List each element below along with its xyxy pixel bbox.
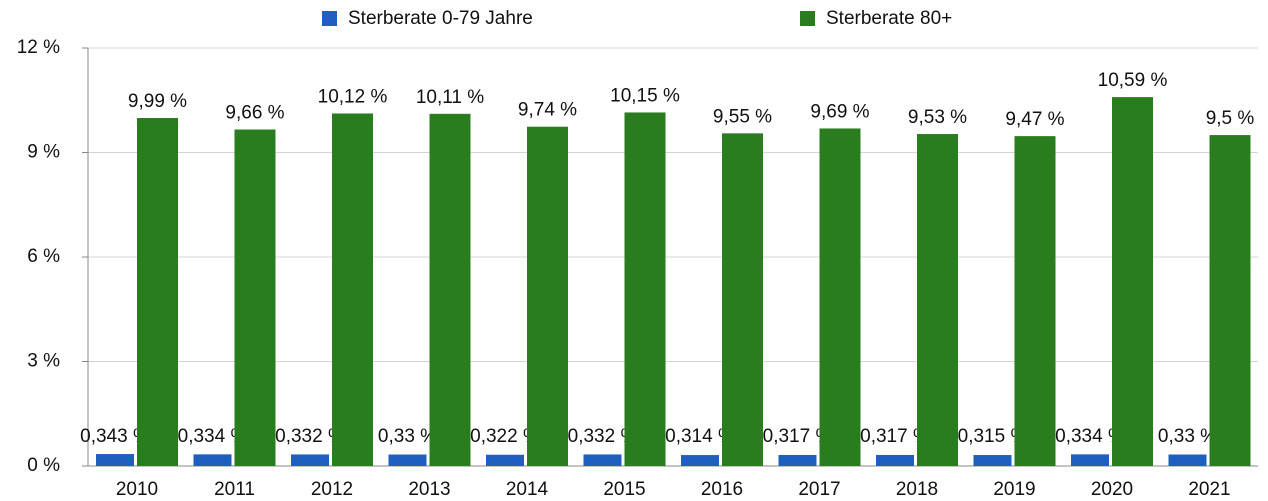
data-label: 9,5 % bbox=[1206, 108, 1255, 129]
data-label: 0,334 % bbox=[1055, 426, 1125, 447]
bar bbox=[486, 454, 524, 466]
bar bbox=[819, 128, 861, 466]
data-label: 9,47 % bbox=[1005, 109, 1064, 130]
bar bbox=[1168, 454, 1207, 466]
data-label: 0,334 % bbox=[178, 426, 248, 447]
data-label: 9,69 % bbox=[810, 101, 869, 122]
data-label: 0,322 % bbox=[470, 426, 540, 447]
bar bbox=[1014, 136, 1056, 466]
x-tick-label: 2020 bbox=[1091, 479, 1133, 500]
bar bbox=[429, 113, 471, 467]
data-label: 0,314 % bbox=[665, 426, 735, 447]
y-tick-label: 9 % bbox=[27, 142, 60, 163]
y-tick-label: 0 % bbox=[27, 455, 60, 476]
bar bbox=[332, 113, 373, 466]
x-tick-label: 2019 bbox=[993, 479, 1035, 500]
bar bbox=[583, 454, 622, 466]
bar bbox=[291, 454, 329, 466]
bar bbox=[234, 129, 276, 466]
data-label: 0,332 % bbox=[568, 426, 638, 447]
bar bbox=[1071, 454, 1109, 466]
data-label: 0,33 % bbox=[1158, 426, 1217, 447]
data-label: 0,332 % bbox=[275, 426, 345, 447]
data-label: 9,53 % bbox=[908, 107, 967, 128]
bar bbox=[388, 454, 427, 466]
y-tick-label: 12 % bbox=[17, 37, 60, 58]
data-label: 9,74 % bbox=[518, 100, 577, 121]
x-tick-label: 2021 bbox=[1188, 479, 1230, 500]
data-label: 9,66 % bbox=[225, 103, 284, 124]
x-tick-label: 2014 bbox=[506, 479, 549, 500]
data-label: 9,99 % bbox=[128, 91, 187, 112]
x-tick-label: 2016 bbox=[701, 479, 743, 500]
x-tick-label: 2017 bbox=[798, 479, 840, 500]
data-label: 9,55 % bbox=[713, 106, 772, 127]
data-label: 10,59 % bbox=[1098, 70, 1168, 91]
data-label: 0,315 % bbox=[958, 426, 1028, 447]
y-tick-label: 6 % bbox=[27, 246, 60, 267]
data-label: 10,12 % bbox=[318, 87, 388, 108]
bar bbox=[876, 454, 914, 466]
bar bbox=[527, 126, 568, 467]
bar bbox=[193, 454, 232, 466]
bar bbox=[681, 455, 719, 466]
y-tick-label: 3 % bbox=[27, 351, 60, 372]
legend-label: Sterberate 0-79 Jahre bbox=[348, 8, 533, 29]
bar bbox=[722, 133, 763, 466]
legend-label: Sterberate 80+ bbox=[826, 8, 952, 29]
bar bbox=[1112, 97, 1153, 467]
bar bbox=[917, 134, 958, 466]
bar bbox=[973, 455, 1012, 466]
x-tick-label: 2011 bbox=[214, 479, 255, 500]
x-tick-label: 2018 bbox=[896, 479, 938, 500]
bar bbox=[624, 112, 666, 467]
legend-swatch bbox=[322, 11, 337, 26]
x-tick-label: 2013 bbox=[408, 479, 450, 500]
bar bbox=[137, 118, 178, 466]
data-label: 10,11 % bbox=[416, 87, 484, 108]
data-label: 0,343 % bbox=[80, 426, 150, 447]
x-tick-label: 2010 bbox=[116, 479, 158, 500]
legend-swatch bbox=[800, 11, 815, 26]
data-label: 0,33 % bbox=[378, 426, 437, 447]
bar bbox=[96, 454, 134, 466]
data-label: 0,317 % bbox=[860, 426, 930, 447]
x-tick-label: 2015 bbox=[603, 479, 645, 500]
bar bbox=[1209, 135, 1251, 467]
data-label: 10,15 % bbox=[610, 85, 680, 106]
bar bbox=[778, 454, 817, 466]
data-label: 0,317 % bbox=[763, 426, 833, 447]
x-tick-label: 2012 bbox=[311, 479, 353, 500]
